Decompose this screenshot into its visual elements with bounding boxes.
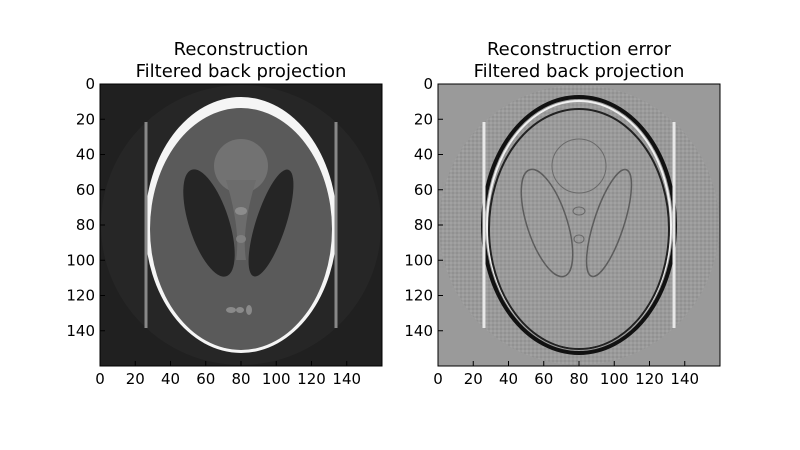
error-y-tick-label: 0 — [423, 75, 433, 93]
error-dot-2 — [573, 234, 585, 244]
error-x-tick-label: 60 — [534, 370, 553, 388]
error-x-tick-label: 140 — [670, 370, 699, 388]
error-y-tick-label: 40 — [414, 146, 433, 164]
error-title-line-1: Reconstruction error — [487, 39, 672, 60]
reconstruction-left-lobe — [183, 169, 235, 277]
error-y-tick-label: 60 — [414, 181, 433, 199]
reconstruction-y-tick-label: 80 — [76, 216, 95, 234]
error-top-circle-outline — [551, 138, 607, 194]
reconstruction-title-line-2: Filtered back projection — [136, 61, 347, 82]
error-x-tick-label: 0 — [433, 370, 443, 388]
error-x-tick-label: 100 — [600, 370, 629, 388]
error-y-tick-label: 120 — [404, 287, 433, 305]
reconstruction-x-tick-label: 0 — [95, 370, 105, 388]
error-inner-ring — [488, 108, 670, 350]
reconstruction-x-tick-label: 20 — [126, 370, 145, 388]
reconstruction-panel: Reconstruction Filtered back projection … — [66, 39, 383, 388]
error-x-tick-label: 80 — [569, 370, 588, 388]
reconstruction-dot-4 — [236, 307, 244, 313]
error-x-tick-label: 40 — [499, 370, 518, 388]
reconstruction-top-circle — [214, 139, 268, 193]
error-right-lobe-outline — [585, 168, 633, 278]
error-panel: Reconstruction error Filtered back proje… — [404, 39, 721, 388]
reconstruction-right-lobe — [248, 169, 294, 277]
error-dot-1 — [572, 206, 586, 216]
reconstruction-dot-2 — [236, 235, 246, 243]
reconstruction-ticks: 0 20 40 60 80 100 120 140 0 20 40 60 80 100 120 140 — [66, 75, 361, 388]
error-x-tick-label: 120 — [635, 370, 664, 388]
reconstruction-y-tick-label: 140 — [66, 322, 95, 340]
error-y-tick-label: 20 — [414, 110, 433, 128]
reconstruction-x-tick-label: 80 — [231, 370, 250, 388]
reconstruction-y-tick-label: 40 — [76, 146, 95, 164]
error-y-tick-label: 100 — [404, 251, 433, 269]
error-x-tick-label: 20 — [464, 370, 483, 388]
reconstruction-dot-5 — [246, 305, 252, 315]
error-title-line-2: Filtered back projection — [474, 61, 685, 82]
reconstruction-x-tick-label: 140 — [332, 370, 361, 388]
error-left-lobe-outline — [520, 168, 574, 278]
error-y-tick-label: 140 — [404, 322, 433, 340]
reconstruction-title-line-1: Reconstruction — [174, 39, 309, 60]
reconstruction-dot-1 — [235, 207, 247, 215]
reconstruction-y-tick-label: 0 — [85, 75, 95, 93]
error-ticks: 0 20 40 60 80 100 120 140 0 20 40 60 80 100 120 140 — [404, 75, 699, 388]
reconstruction-stem — [226, 180, 256, 260]
reconstruction-dot-3 — [226, 307, 236, 313]
reconstruction-x-tick-label: 60 — [196, 370, 215, 388]
reconstruction-x-tick-label: 40 — [161, 370, 180, 388]
error-y-tick-label: 80 — [414, 216, 433, 234]
reconstruction-x-tick-label: 100 — [262, 370, 291, 388]
reconstruction-y-tick-label: 100 — [66, 251, 95, 269]
reconstruction-y-tick-label: 60 — [76, 181, 95, 199]
reconstruction-y-tick-label: 20 — [76, 110, 95, 128]
reconstruction-x-tick-label: 120 — [297, 370, 326, 388]
reconstruction-y-tick-label: 120 — [66, 287, 95, 305]
